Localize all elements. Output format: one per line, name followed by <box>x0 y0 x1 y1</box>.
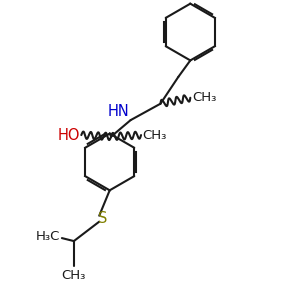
Text: HO: HO <box>57 128 80 142</box>
Text: S: S <box>98 211 107 226</box>
Text: CH₃: CH₃ <box>142 129 167 142</box>
Text: CH₃: CH₃ <box>192 91 216 104</box>
Text: HN: HN <box>107 103 129 118</box>
Text: H₃C: H₃C <box>36 230 60 243</box>
Text: CH₃: CH₃ <box>62 269 86 282</box>
